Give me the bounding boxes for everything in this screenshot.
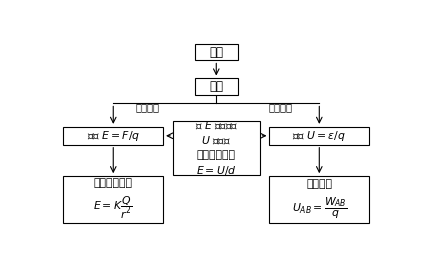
Text: 场强 $E = F/q$: 场强 $E = F/q$ [87,129,140,143]
FancyBboxPatch shape [269,176,369,223]
FancyBboxPatch shape [63,176,163,223]
FancyBboxPatch shape [195,78,238,95]
FancyBboxPatch shape [173,121,260,175]
Text: 电势 $U = \varepsilon/q$: 电势 $U = \varepsilon/q$ [292,129,346,143]
Text: 能的性质: 能的性质 [268,103,292,112]
FancyBboxPatch shape [269,127,369,145]
Text: 点电荷电场：
$E = K\dfrac{Q}{r^2}$: 点电荷电场： $E = K\dfrac{Q}{r^2}$ [93,178,133,221]
FancyBboxPatch shape [63,127,163,145]
Text: 力的性质: 力的性质 [135,103,160,112]
Text: 电荷: 电荷 [209,46,223,59]
Text: 电场: 电场 [209,81,223,93]
FancyBboxPatch shape [195,44,238,61]
Text: 电势差：
$U_{AB} = \dfrac{W_{AB}}{q}$: 电势差： $U_{AB} = \dfrac{W_{AB}}{q}$ [292,179,347,220]
Text: 沿 $E$ 的方向，
$U$ 降低。
匀强电场中：
$E = U/d$: 沿 $E$ 的方向， $U$ 降低。 匀强电场中： $E = U/d$ [195,119,238,177]
